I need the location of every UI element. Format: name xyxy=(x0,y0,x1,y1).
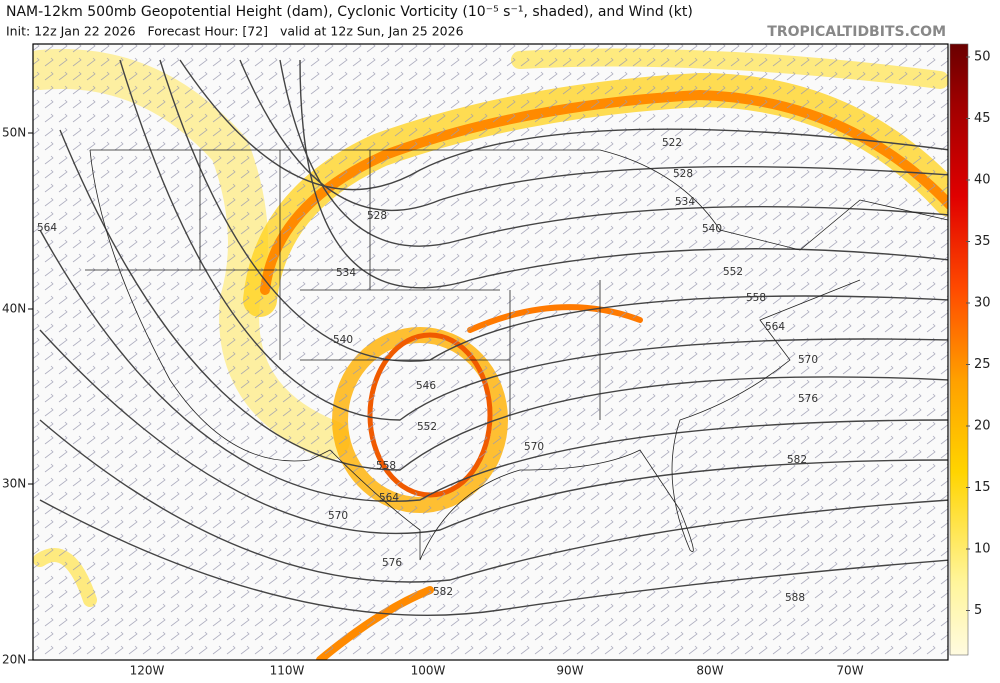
colorbar-tick-label: 25 xyxy=(974,357,991,372)
contour-label: 570 xyxy=(524,441,544,453)
lon-label: 120W xyxy=(130,664,165,678)
brand: TROPICALTIDBITS.COM xyxy=(767,24,946,40)
borders xyxy=(85,149,948,561)
colorbar xyxy=(949,43,969,656)
contour-label: 540 xyxy=(333,334,353,346)
height-contours xyxy=(39,59,948,616)
lat-label: 30N xyxy=(2,477,26,491)
map-area xyxy=(33,44,948,660)
lat-label: 20N xyxy=(2,653,26,667)
contour-label: 576 xyxy=(798,393,818,405)
map-frame xyxy=(32,43,949,661)
labels: 50N 40N 30N 20N 120W 110W 100W 90W 80W 70W 522 528 5… xyxy=(2,50,991,678)
contour-label: 534 xyxy=(336,267,356,279)
contour-label: 546 xyxy=(416,380,436,392)
contour-label: 564 xyxy=(765,321,785,333)
wind-barbs xyxy=(33,44,948,660)
contour-label: 582 xyxy=(787,454,807,466)
title: NAM-12km 500mb Geopotential Height (dam)… xyxy=(6,4,693,20)
subtitle: Init: 12z Jan 22 2026 Forecast Hour: [72… xyxy=(6,24,464,39)
contour-label: 534 xyxy=(675,196,695,208)
contour-label: 588 xyxy=(785,592,805,604)
lon-label: 90W xyxy=(556,664,583,678)
contour-label: 552 xyxy=(723,266,743,278)
contour-label: 540 xyxy=(702,223,722,235)
colorbar-tick-label: 40 xyxy=(974,173,991,188)
contour-label: 552 xyxy=(417,421,437,433)
colorbar-tick-label: 50 xyxy=(974,50,991,65)
lon-label: 110W xyxy=(270,664,305,678)
contour-label: 564 xyxy=(379,492,399,504)
contour-label: 576 xyxy=(382,557,402,569)
lon-label: 80W xyxy=(696,664,723,678)
lon-label: 70W xyxy=(836,664,863,678)
contour-label: 570 xyxy=(798,354,818,366)
colorbar-tick-label: 30 xyxy=(974,296,991,311)
contour-label: 522 xyxy=(662,137,682,149)
contour-label: 558 xyxy=(746,292,766,304)
contour-label: 582 xyxy=(433,586,453,598)
contour-label: 528 xyxy=(367,210,387,222)
contour-label: 528 xyxy=(673,168,693,180)
contour-label: 558 xyxy=(376,460,396,472)
contour-label: 570 xyxy=(328,510,348,522)
colorbar-tick-label: 35 xyxy=(974,234,991,249)
lat-label: 40N xyxy=(2,302,26,316)
lat-label: 50N xyxy=(2,126,26,140)
lon-label: 100W xyxy=(411,664,446,678)
colorbar-tick-label: 45 xyxy=(974,111,991,126)
contour-label: 564 xyxy=(37,222,57,234)
colorbar-tick-label: 20 xyxy=(974,419,991,434)
colorbar-tick-label: 5 xyxy=(974,603,982,618)
colorbar-tick-label: 15 xyxy=(974,480,991,495)
colorbar-tick-label: 10 xyxy=(974,542,991,557)
